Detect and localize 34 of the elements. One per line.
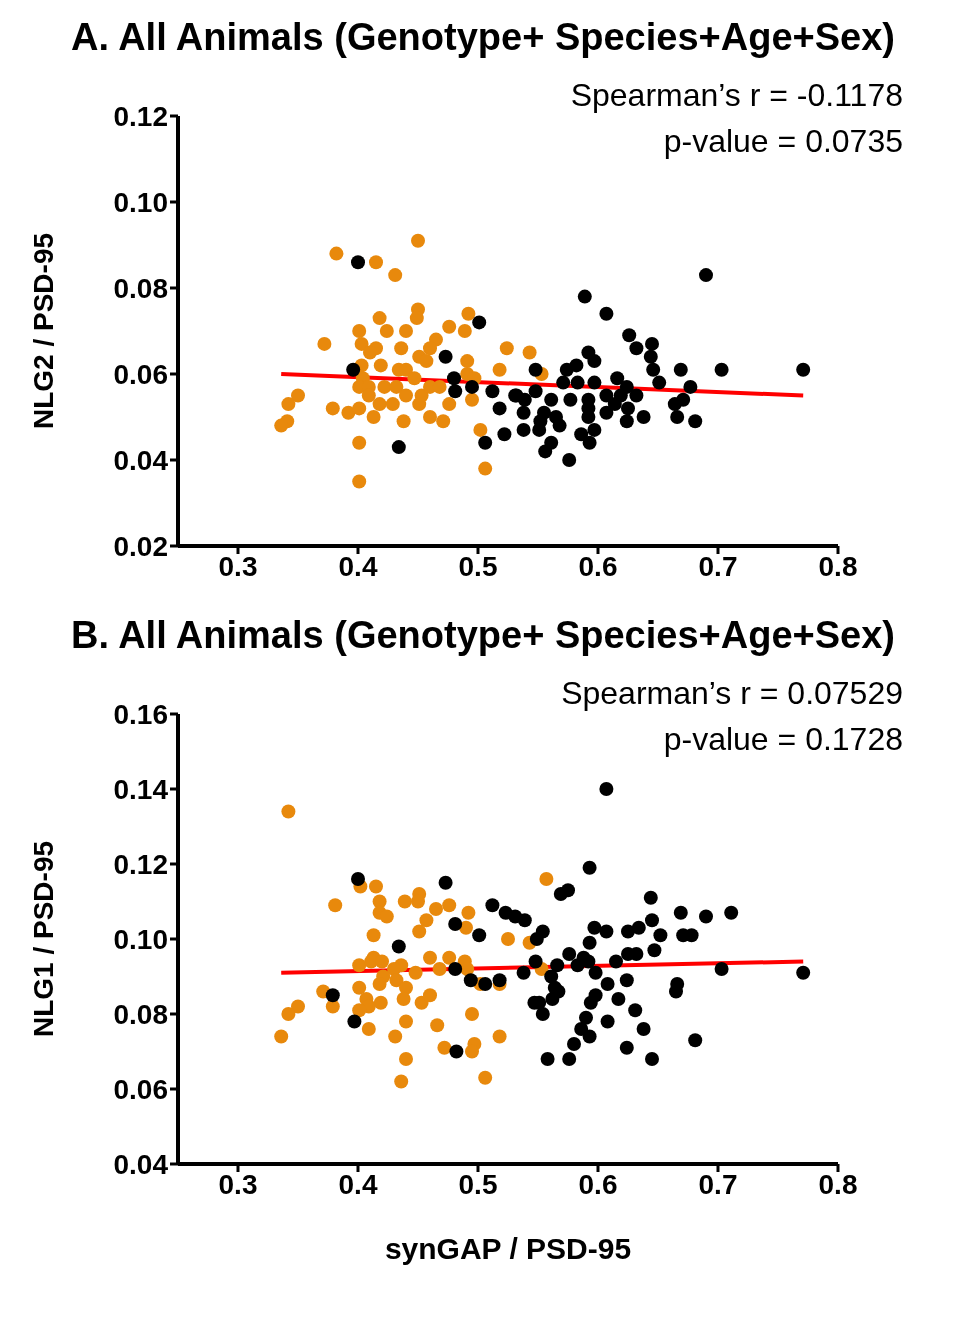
x-tick-label: 0.8 xyxy=(818,550,858,582)
y-axis-title: NLG1 / PSD-95 xyxy=(27,840,59,1038)
x-tick-label: 0.8 xyxy=(818,1168,858,1200)
x-tick-label: 0.3 xyxy=(218,550,258,582)
x-tick-label: 0.6 xyxy=(578,550,618,582)
y-tick-label: 0.12 xyxy=(113,848,168,880)
y-tick-label: 0.04 xyxy=(113,1148,169,1180)
y-tick-label: 0.10 xyxy=(113,186,168,218)
y-tick-label: 0.10 xyxy=(113,923,168,955)
y-tick-label: 0.08 xyxy=(113,998,168,1030)
x-tick-label: 0.3 xyxy=(218,1168,258,1200)
y-tick-label: 0.06 xyxy=(113,1073,168,1105)
y-tick-label: 0.14 xyxy=(113,773,169,805)
y-tick-label: 0.04 xyxy=(113,444,169,476)
annotation: p-value = 0.1728 xyxy=(662,720,903,759)
y-tick-label: 0.16 xyxy=(113,698,168,730)
text: Spearman’s r = 0.07529 xyxy=(561,674,903,713)
annotation: p-value = 0.0735 xyxy=(662,122,903,161)
x-tick-label: 0.7 xyxy=(698,1168,738,1200)
y-tick-label: 0.06 xyxy=(113,358,168,390)
x-tick-label: 0.4 xyxy=(338,1168,378,1200)
chart-title: B. All Animals (Genotype+ Species+Age+Sex) xyxy=(70,613,896,658)
y-tick-label: 0.02 xyxy=(113,530,168,562)
x-tick-label: 0.4 xyxy=(338,550,378,582)
y-tick-label: 0.08 xyxy=(113,272,168,304)
x-tick-label: 0.5 xyxy=(458,1168,498,1200)
y-axis-title: NLG2 / PSD-95 xyxy=(27,232,59,430)
x-tick-label: 0.5 xyxy=(458,550,498,582)
x-axis-title: synGAP / PSD-95 xyxy=(384,1232,632,1265)
chart-title: A. All Animals (Genotype+ Species+Age+Sex) xyxy=(70,15,896,60)
x-tick-label: 0.6 xyxy=(578,1168,618,1200)
y-tick-label: 0.12 xyxy=(113,100,168,132)
text: Spearman’s r = -0.1178 xyxy=(570,76,903,115)
x-tick-label: 0.7 xyxy=(698,550,738,582)
